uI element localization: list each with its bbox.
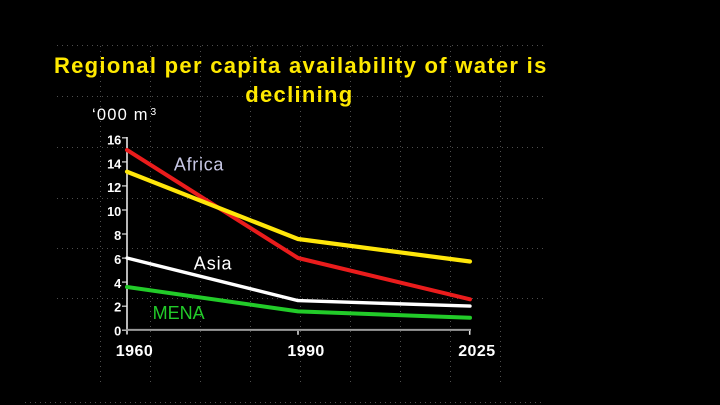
svg-text:Africa: Africa (174, 154, 224, 174)
svg-text:1960: 1960 (116, 343, 153, 360)
svg-text:4: 4 (114, 276, 122, 291)
svg-text:2: 2 (114, 300, 121, 315)
svg-text:6: 6 (114, 252, 121, 267)
svg-text:0: 0 (114, 324, 121, 339)
svg-text:declining: declining (245, 82, 353, 107)
svg-text:8: 8 (114, 228, 121, 243)
svg-text:‘000 m3: ‘000 m3 (92, 106, 157, 124)
svg-text:Regional per capita availabili: Regional per capita availability of wate… (54, 53, 548, 78)
svg-text:14: 14 (107, 156, 122, 171)
svg-text:12: 12 (107, 180, 121, 195)
svg-text:10: 10 (107, 204, 121, 219)
svg-text:16: 16 (107, 132, 121, 147)
svg-text:1990: 1990 (287, 343, 324, 360)
svg-text:MENA: MENA (153, 303, 205, 323)
svg-text:2025: 2025 (458, 343, 495, 360)
svg-text:Asia: Asia (194, 253, 233, 273)
